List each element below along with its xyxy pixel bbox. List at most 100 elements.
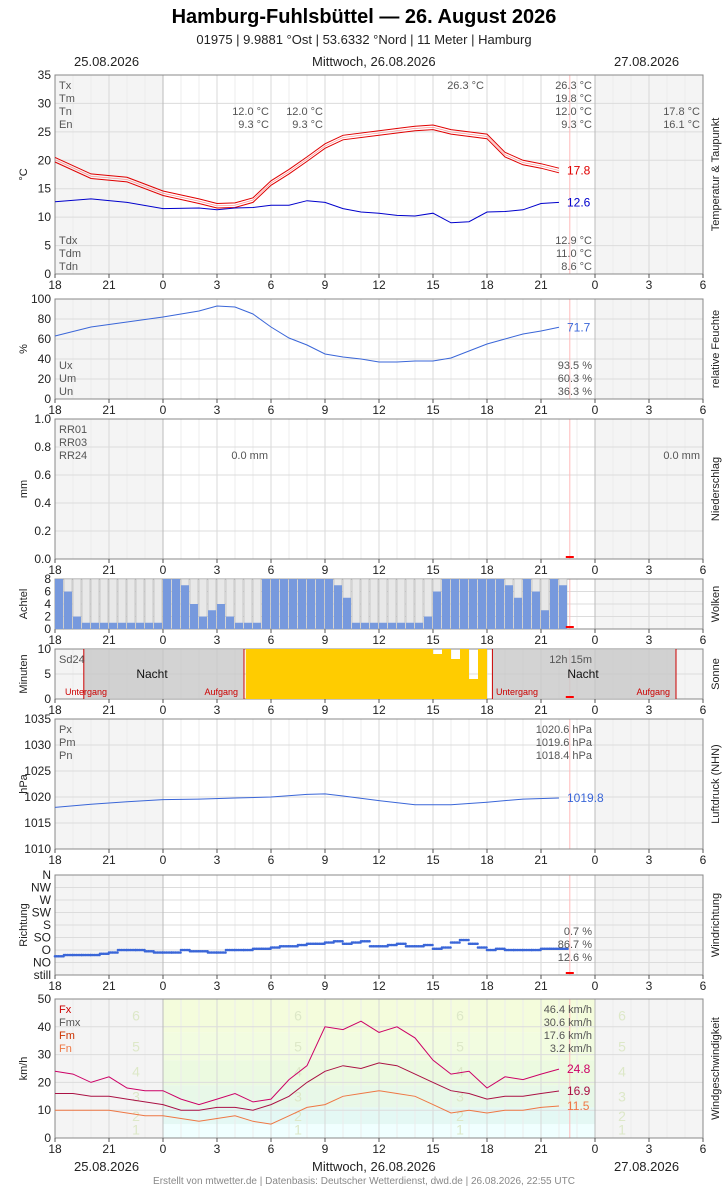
beaufort-number: 1: [456, 1122, 464, 1138]
wind-ylabel: km/h: [18, 1057, 30, 1081]
cloud-bar: [163, 579, 171, 629]
sun-bar: [253, 649, 262, 699]
sun-bar: [388, 649, 397, 699]
cloud-bar: [388, 622, 396, 629]
cloud-bar: [154, 622, 162, 629]
cloud-bar: [181, 585, 189, 629]
temp-next-value: 16.1 °C: [663, 119, 700, 131]
temp-xtick-label: 9: [322, 278, 329, 292]
wdir-xtick-label: 18: [48, 979, 62, 993]
temp-xtick-label: 21: [102, 278, 116, 292]
press-ylabel: hPa: [18, 773, 30, 793]
wdir-xtick-label: 3: [214, 979, 221, 993]
hum-xtick-label: 18: [480, 403, 494, 417]
cloud-bg-bar: [153, 578, 163, 630]
temp-value-2: 12.0 °C: [555, 106, 592, 118]
sunrise-label-prev: Aufgang: [204, 687, 238, 697]
wind-value-3: 3.2 km/h: [550, 1043, 592, 1055]
cloud-bg-bar: [90, 578, 100, 630]
cloud-bar: [298, 579, 306, 629]
temp-xtick-label: 15: [426, 278, 440, 292]
press-ytick-label: 1020: [24, 790, 51, 804]
rain-now-dots: [565, 556, 574, 558]
cloud-bg-bar: [252, 578, 262, 630]
press-xtick-label: 9: [322, 853, 329, 867]
press-xtick-label: 21: [102, 853, 116, 867]
wdir-ytick-S: S: [43, 918, 51, 932]
cloud-bar: [55, 579, 63, 629]
cloud-xtick-label: 6: [700, 633, 707, 647]
cloud-side-label: Wolken: [710, 586, 722, 622]
temp-label-Tn: Tn: [59, 106, 72, 118]
press-xtick-label: 6: [700, 853, 707, 867]
beaufort-number: 5: [618, 1038, 626, 1054]
sun-bar: [370, 649, 379, 699]
wdir-point: [404, 942, 407, 946]
wdir-xtick-label: 6: [700, 979, 707, 993]
sun-bar: [361, 649, 370, 699]
rain-xtick-label: 3: [214, 563, 221, 577]
rain-ytick-label: 0.2: [34, 524, 51, 538]
beaufort-number: 5: [132, 1038, 140, 1054]
beaufort-number: 6: [456, 1008, 464, 1024]
sun-bar: [397, 649, 406, 699]
cloud-bg-bar: [396, 578, 406, 630]
rain-xtick-label: 6: [268, 563, 275, 577]
wdir-point: [458, 941, 461, 944]
dew-value-0: 12.9 °C: [555, 235, 592, 247]
wdir-xtick-label: 15: [426, 979, 440, 993]
cloud-xtick-label: 3: [214, 633, 221, 647]
temp-xtick-label: 0: [160, 278, 167, 292]
hum-value-2: 36.3 %: [558, 386, 592, 398]
cloud-now-dots: [565, 626, 574, 628]
temp-ytick-label: 20: [38, 153, 52, 167]
rain-label-RR01: RR01: [59, 424, 87, 436]
sun-bar: [352, 649, 361, 699]
temp-ytick-label: 5: [44, 239, 51, 253]
sun-bar: [325, 649, 334, 699]
wdir-side-label: Windrichtung: [710, 893, 722, 957]
temp-value-0: 26.3 °C: [555, 80, 592, 92]
beaufort-number: 5: [456, 1038, 464, 1054]
hum-xtick-label: 15: [426, 403, 440, 417]
cloud-bg-bar: [360, 578, 370, 630]
cloud-bar: [235, 622, 243, 629]
rain-xtick-label: 21: [102, 563, 116, 577]
wind-ytick-label: 0: [44, 1131, 51, 1145]
cloud-bg-bar: [369, 578, 379, 630]
temp-label-Tm: Tm: [59, 93, 75, 105]
rain-xtick-label: 3: [646, 563, 653, 577]
press-value-1: 1019.6 hPa: [536, 737, 593, 749]
beaufort-number: 2: [456, 1108, 464, 1124]
temp-ylabel: °C: [18, 168, 30, 180]
wdir-ytick-NW: NW: [31, 881, 52, 895]
wind-xtick-label: 3: [646, 1142, 653, 1156]
sun-bar: [307, 649, 316, 699]
sun-xtick-label: 12: [372, 703, 386, 717]
wind-xtick-label: 21: [102, 1142, 116, 1156]
cloud-bar: [496, 579, 504, 629]
cloud-bar: [532, 591, 540, 629]
sun-bar: [460, 649, 469, 699]
hum-ytick-label: 60: [38, 332, 52, 346]
rain-ylabel: mm: [18, 480, 30, 498]
wind-xtick-label: 18: [48, 1142, 62, 1156]
wind-xtick-label: 0: [592, 1142, 599, 1156]
date-right-bottom: 27.08.2026: [614, 1159, 680, 1174]
wdir-ylabel: Richtung: [18, 903, 30, 946]
temp-label-Tx: Tx: [59, 80, 72, 92]
sun-bar: [478, 649, 487, 699]
hum-xtick-label: 3: [214, 403, 221, 417]
wdir-value-2: 12.6 %: [558, 952, 592, 964]
sun-bar: [298, 649, 307, 699]
cloud-bar: [361, 622, 369, 629]
press-xtick-label: 0: [592, 853, 599, 867]
wind-ytick-label: 10: [38, 1103, 52, 1117]
wdir-xtick-label: 0: [592, 979, 599, 993]
rain-ytick-label: 1.0: [34, 412, 51, 426]
wind-end-value-fm: 16.9: [567, 1084, 591, 1098]
wind-line-fx: [54, 1020, 560, 1106]
cloud-bar: [208, 610, 216, 629]
cloud-bg-bar: [378, 578, 388, 630]
wind-label-Fn: Fn: [59, 1043, 72, 1055]
